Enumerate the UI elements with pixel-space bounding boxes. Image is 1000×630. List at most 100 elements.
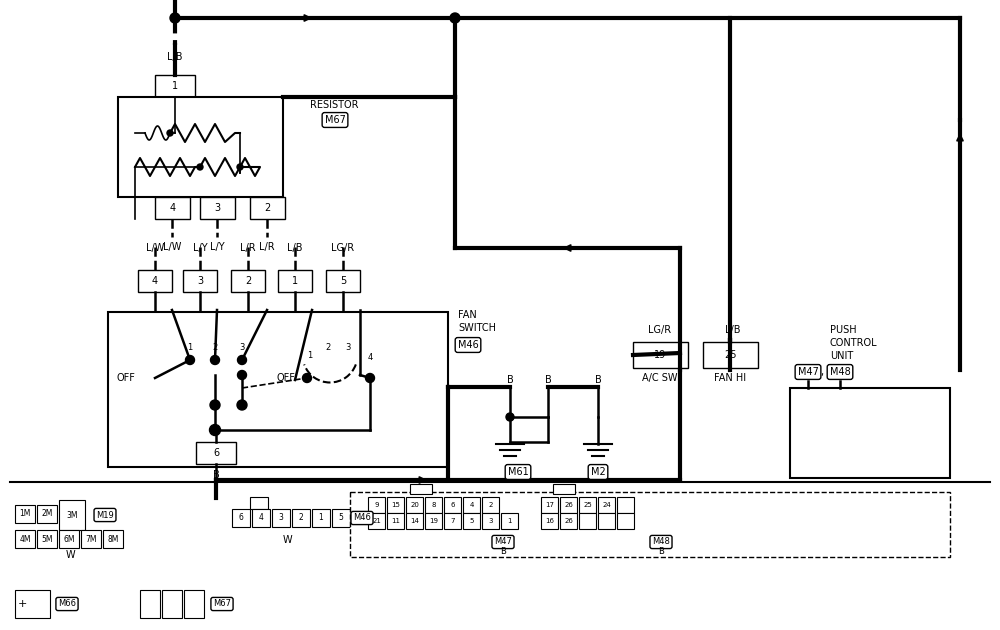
Bar: [410, 484, 432, 494]
Bar: [108, 312, 448, 467]
Text: L/W: L/W: [163, 242, 181, 252]
Bar: [560, 497, 577, 513]
Text: CONTROL: CONTROL: [830, 338, 878, 348]
Text: 2: 2: [325, 343, 331, 353]
Bar: [155, 197, 190, 219]
Text: FAN HI: FAN HI: [714, 373, 746, 383]
Text: L/R: L/R: [240, 243, 256, 253]
Text: 4: 4: [169, 203, 176, 213]
Text: 25: 25: [724, 350, 737, 360]
Bar: [501, 513, 518, 529]
Text: M46: M46: [458, 340, 478, 350]
Bar: [37, 530, 57, 548]
Text: 4: 4: [239, 374, 245, 382]
Text: OFF: OFF: [276, 373, 295, 383]
Text: M47: M47: [798, 367, 818, 377]
Bar: [103, 530, 123, 548]
Circle shape: [210, 425, 220, 435]
Text: W: W: [65, 550, 75, 560]
Text: L/Y: L/Y: [193, 243, 207, 253]
Text: M48: M48: [830, 367, 850, 377]
Bar: [579, 497, 596, 513]
Circle shape: [210, 355, 220, 365]
Text: 19: 19: [654, 350, 667, 360]
Circle shape: [450, 13, 460, 23]
Text: M67: M67: [325, 115, 345, 125]
Bar: [482, 513, 499, 529]
Text: M46: M46: [353, 513, 371, 522]
Bar: [541, 497, 558, 513]
Text: 1: 1: [319, 513, 323, 522]
Bar: [162, 590, 182, 618]
Text: 1: 1: [292, 276, 298, 286]
Bar: [59, 500, 85, 530]
Text: B: B: [595, 375, 601, 385]
Text: 5: 5: [339, 513, 343, 522]
Bar: [482, 497, 499, 513]
Text: 4: 4: [259, 513, 263, 522]
Bar: [406, 513, 423, 529]
Text: UNIT: UNIT: [830, 351, 853, 361]
Bar: [598, 513, 615, 529]
Bar: [332, 509, 350, 527]
Text: SWITCH: SWITCH: [458, 323, 496, 333]
Circle shape: [506, 413, 514, 421]
Bar: [387, 497, 404, 513]
Text: 3: 3: [488, 518, 493, 524]
Bar: [183, 270, 217, 292]
Text: 4: 4: [152, 276, 158, 286]
Text: LG/R: LG/R: [648, 325, 672, 335]
Bar: [196, 442, 236, 464]
Text: 17: 17: [545, 502, 554, 508]
Bar: [463, 513, 480, 529]
Text: 3: 3: [279, 513, 283, 522]
Bar: [444, 497, 461, 513]
Text: W: W: [282, 535, 292, 545]
Text: 7: 7: [450, 518, 455, 524]
Text: 5M: 5M: [41, 534, 53, 544]
Text: 15: 15: [391, 502, 400, 508]
Bar: [15, 505, 35, 523]
Bar: [425, 497, 442, 513]
Bar: [368, 497, 385, 513]
Text: B: B: [507, 375, 513, 385]
Text: 3: 3: [214, 203, 221, 213]
Text: 4: 4: [367, 353, 373, 362]
Bar: [200, 197, 235, 219]
Text: 21: 21: [372, 518, 381, 524]
Text: 5: 5: [469, 518, 474, 524]
Circle shape: [210, 400, 220, 410]
Bar: [350, 492, 950, 557]
Text: 6: 6: [239, 513, 243, 522]
Text: PUSH: PUSH: [830, 325, 857, 335]
Bar: [598, 497, 615, 513]
Text: 2: 2: [299, 513, 303, 522]
Text: 9: 9: [374, 502, 379, 508]
Circle shape: [237, 400, 247, 410]
Bar: [387, 513, 404, 529]
Bar: [15, 590, 50, 618]
Bar: [37, 505, 57, 523]
Text: 2: 2: [245, 276, 251, 286]
Text: 19: 19: [429, 518, 438, 524]
Bar: [463, 497, 480, 513]
Text: M2: M2: [591, 467, 605, 477]
Bar: [425, 513, 442, 529]
Circle shape: [186, 355, 194, 365]
Text: M19: M19: [96, 510, 114, 520]
Text: B: B: [658, 547, 664, 556]
Bar: [15, 530, 35, 548]
Text: LG/R: LG/R: [331, 243, 355, 253]
Text: 2M: 2M: [41, 510, 53, 518]
Bar: [250, 197, 285, 219]
Text: 25: 25: [583, 502, 592, 508]
Bar: [560, 513, 577, 529]
Bar: [272, 509, 290, 527]
Text: 6M: 6M: [63, 534, 75, 544]
Bar: [250, 497, 268, 509]
Text: 20: 20: [410, 502, 419, 508]
Bar: [633, 342, 688, 368]
Text: 5: 5: [340, 276, 346, 286]
Circle shape: [302, 374, 312, 382]
Text: RESISTOR: RESISTOR: [310, 100, 358, 110]
